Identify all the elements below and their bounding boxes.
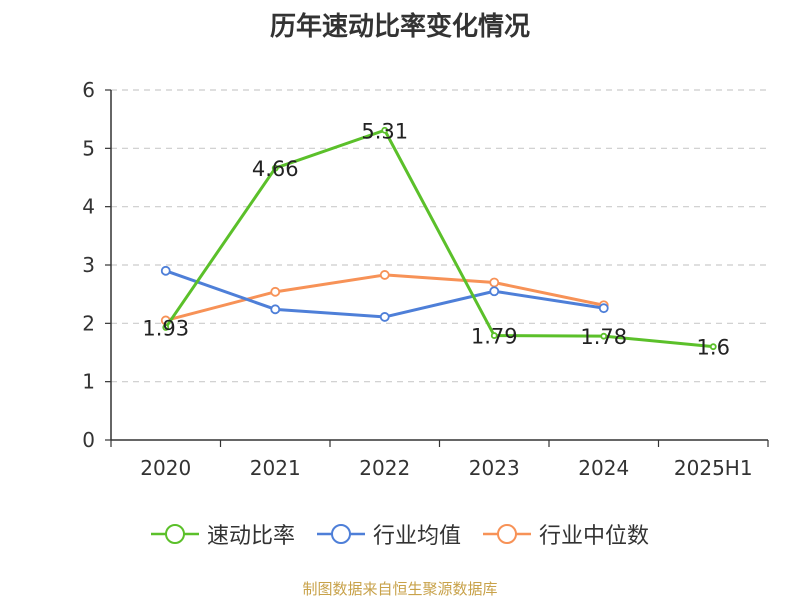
data-label: 1.78 xyxy=(580,325,627,349)
data-point xyxy=(598,303,609,314)
y-tick-label: 4 xyxy=(82,195,95,219)
legend: 速动比率 行业均值 行业中位数 xyxy=(0,518,800,550)
x-tick-label: 2020 xyxy=(140,456,191,480)
x-tick-label: 2024 xyxy=(578,456,629,480)
legend-label-industry-mean: 行业均值 xyxy=(372,524,461,549)
legend-label-industry-median: 行业中位数 xyxy=(539,524,650,549)
data-point xyxy=(379,312,390,322)
y-tick-label: 2 xyxy=(82,311,95,335)
series-line xyxy=(164,128,714,349)
legend-item-industry-mean[interactable]: 行业均值 xyxy=(316,518,461,550)
data-point xyxy=(162,324,170,331)
legend-item-quick-ratio[interactable]: 速动比率 xyxy=(150,518,295,550)
y-tick-label: 5 xyxy=(82,136,95,160)
data-point xyxy=(379,270,390,280)
data-label: 1.6 xyxy=(697,336,730,360)
data-point xyxy=(270,286,281,297)
chart-title: 历年速动比率变化情况 xyxy=(269,12,530,42)
data-label: 1.79 xyxy=(471,325,518,349)
legend-marker-industry-median xyxy=(483,524,531,544)
data-point xyxy=(709,343,717,351)
x-tick-label: 2023 xyxy=(469,456,520,480)
data-point xyxy=(600,332,608,340)
x-tick-label: 2021 xyxy=(250,456,301,480)
data-point xyxy=(381,126,389,134)
legend-label-quick-ratio: 速动比率 xyxy=(206,524,295,549)
data-point xyxy=(490,332,498,339)
source-note: 制图数据来自恒生聚源数据库 xyxy=(302,580,498,598)
data-point xyxy=(270,304,281,315)
y-tick-label: 0 xyxy=(82,428,95,452)
x-tick-label: 2025H1 xyxy=(674,456,753,480)
data-point xyxy=(489,286,500,297)
x-tick-label: 2022 xyxy=(359,456,410,480)
y-tick-label: 3 xyxy=(82,253,95,277)
legend-marker-industry-mean xyxy=(316,524,365,544)
data-point xyxy=(271,164,279,172)
legend-item-industry-median[interactable]: 行业中位数 xyxy=(483,518,649,550)
data-point xyxy=(160,265,171,276)
data-point xyxy=(489,277,500,288)
data-label: 5.31 xyxy=(361,119,408,143)
legend-marker-quick-ratio xyxy=(150,524,199,544)
data-label: 1.93 xyxy=(142,316,189,340)
y-tick-label: 6 xyxy=(82,78,95,102)
data-label: 4.66 xyxy=(252,157,299,181)
y-tick-label: 1 xyxy=(82,370,95,394)
